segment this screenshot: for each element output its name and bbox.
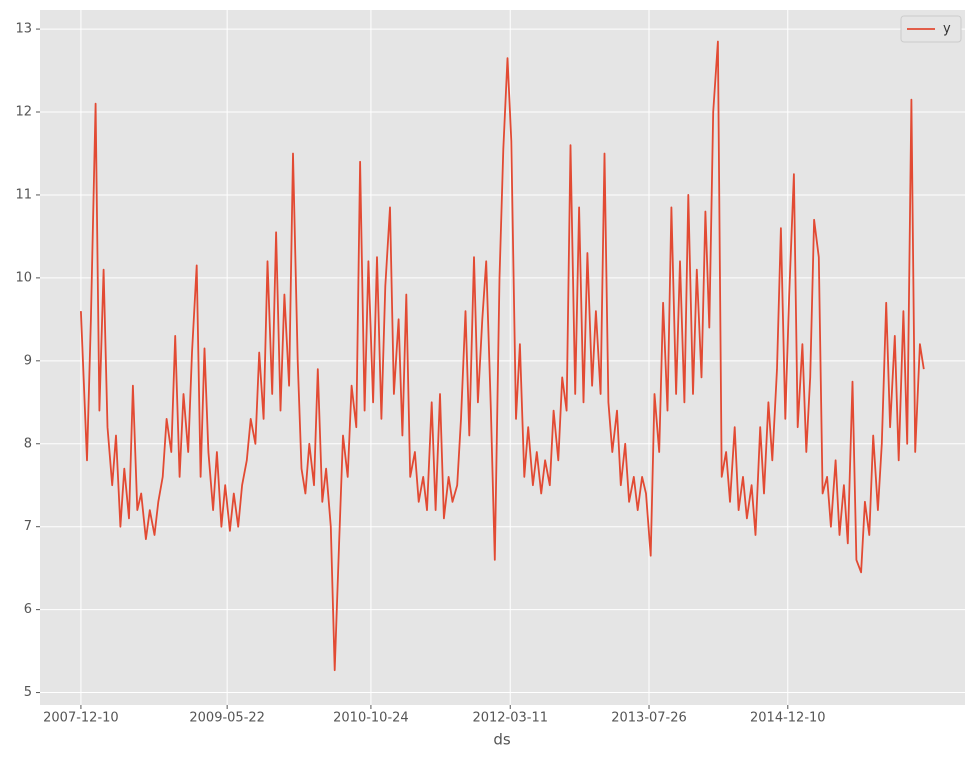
series-line <box>80 40 925 672</box>
x-tick-label: 2010-10-24 <box>333 711 409 726</box>
x-tick-label: 2014-12-10 <box>750 711 826 726</box>
x-tick-label: 2013-07-26 <box>611 711 687 726</box>
y-tick-label: 11 <box>15 187 32 202</box>
x-tick-label: 2007-12-10 <box>43 711 119 726</box>
y-tick-label: 9 <box>24 353 32 368</box>
y-tick-label: 8 <box>24 436 32 451</box>
y-tick-label: 7 <box>24 519 32 534</box>
x-tick-label: 2012-03-11 <box>472 711 548 726</box>
y-tick-label: 13 <box>15 22 32 37</box>
y-tick-label: 5 <box>24 685 32 700</box>
x-axis-label: ds <box>493 731 511 749</box>
plot-area <box>40 10 965 705</box>
y-tick-label: 6 <box>24 602 32 617</box>
x-tick-label: 2009-05-22 <box>189 711 265 726</box>
legend-label: y <box>943 22 951 37</box>
y-tick-label: 12 <box>15 105 32 120</box>
y-tick-label: 10 <box>15 270 32 285</box>
